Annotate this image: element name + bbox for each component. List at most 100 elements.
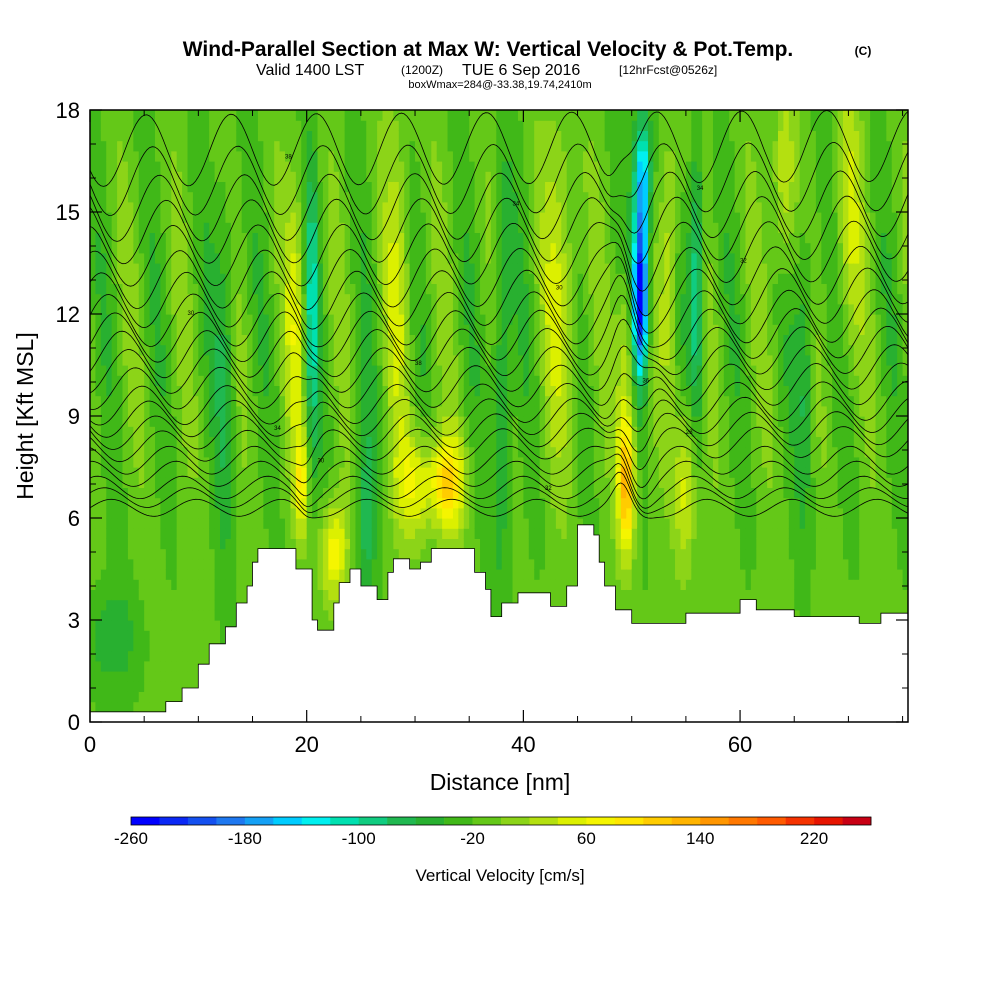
velocity-cell xyxy=(528,181,535,193)
velocity-cell xyxy=(155,120,162,131)
velocity-cell xyxy=(117,477,124,488)
velocity-cell xyxy=(295,263,302,274)
velocity-cell xyxy=(225,467,232,478)
velocity-cell xyxy=(517,538,524,550)
velocity-cell xyxy=(350,385,357,397)
velocity-cell xyxy=(306,456,313,468)
velocity-cell xyxy=(236,232,243,244)
velocity-cell xyxy=(171,487,178,499)
velocity-cell xyxy=(160,365,167,376)
velocity-cell xyxy=(117,140,124,152)
velocity-cell xyxy=(339,191,346,203)
velocity-cell xyxy=(295,487,302,499)
velocity-cell xyxy=(328,161,335,172)
velocity-cell xyxy=(295,395,302,407)
velocity-cell xyxy=(404,140,411,152)
velocity-cell xyxy=(138,467,145,478)
velocity-cell xyxy=(263,171,270,182)
velocity-cell xyxy=(155,518,162,529)
velocity-cell xyxy=(404,263,411,274)
velocity-cell xyxy=(279,161,286,172)
velocity-cell xyxy=(447,201,454,213)
velocity-cell xyxy=(317,365,324,376)
velocity-cell xyxy=(274,375,281,386)
velocity-cell xyxy=(138,671,145,682)
velocity-cell xyxy=(230,599,237,611)
velocity-cell xyxy=(198,334,205,346)
velocity-cell xyxy=(133,171,140,182)
velocity-cell xyxy=(138,293,145,305)
velocity-cell xyxy=(387,518,394,529)
velocity-cell xyxy=(425,171,432,182)
velocity-cell xyxy=(182,477,189,488)
velocity-cell xyxy=(474,232,481,244)
velocity-cell xyxy=(436,212,443,223)
velocity-cell xyxy=(230,579,237,590)
velocity-cell xyxy=(360,538,367,550)
velocity-cell xyxy=(312,558,319,570)
velocity-cell xyxy=(90,426,97,437)
velocity-cell xyxy=(187,385,194,397)
velocity-cell xyxy=(295,344,302,356)
velocity-cell xyxy=(474,273,481,284)
velocity-cell xyxy=(295,497,302,509)
velocity-cell xyxy=(182,181,189,193)
velocity-cell xyxy=(501,303,508,315)
velocity-cell xyxy=(230,252,237,264)
velocity-cell xyxy=(171,150,178,162)
velocity-cell xyxy=(463,293,470,305)
velocity-cell xyxy=(149,232,156,244)
velocity-cell xyxy=(328,334,335,346)
velocity-cell xyxy=(501,314,508,325)
velocity-cell xyxy=(225,181,232,193)
velocity-cell xyxy=(436,110,443,121)
velocity-cell xyxy=(106,252,113,264)
velocity-cell xyxy=(469,324,476,335)
velocity-cell xyxy=(122,507,129,519)
velocity-cell xyxy=(328,436,335,448)
velocity-cell xyxy=(415,191,422,203)
velocity-cell xyxy=(144,293,151,305)
velocity-cell xyxy=(187,273,194,284)
velocity-cell xyxy=(339,212,346,223)
velocity-cell xyxy=(485,283,492,295)
velocity-cell xyxy=(355,120,362,131)
velocity-cell xyxy=(371,293,378,305)
velocity-cell xyxy=(366,334,373,346)
velocity-cell xyxy=(182,548,189,560)
velocity-cell xyxy=(149,467,156,478)
velocity-cell xyxy=(230,446,237,458)
velocity-cell xyxy=(295,273,302,284)
velocity-cell xyxy=(198,589,205,601)
velocity-cell xyxy=(252,395,259,407)
velocity-cell xyxy=(290,344,297,356)
velocity-cell xyxy=(452,385,459,397)
velocity-cell xyxy=(469,303,476,315)
velocity-cell xyxy=(333,467,340,478)
velocity-cell xyxy=(322,252,329,264)
velocity-cell xyxy=(252,232,259,244)
velocity-cell xyxy=(436,395,443,407)
velocity-cell xyxy=(285,395,292,407)
velocity-cell xyxy=(144,681,151,692)
velocity-cell xyxy=(306,538,313,550)
velocity-cell xyxy=(252,212,259,223)
velocity-cell xyxy=(268,293,275,305)
velocity-cell xyxy=(198,191,205,203)
velocity-cell xyxy=(263,181,270,193)
velocity-cell xyxy=(106,232,113,244)
velocity-cell xyxy=(534,558,541,570)
velocity-cell xyxy=(344,446,351,458)
velocity-cell xyxy=(501,528,508,539)
velocity-cell xyxy=(317,569,324,580)
velocity-cell xyxy=(155,671,162,682)
velocity-cell xyxy=(420,232,427,244)
velocity-cell xyxy=(290,314,297,325)
velocity-cell xyxy=(452,467,459,478)
velocity-cell xyxy=(279,222,286,233)
velocity-cell xyxy=(512,263,519,274)
velocity-cell xyxy=(458,293,465,305)
velocity-cell xyxy=(257,283,264,295)
velocity-cell xyxy=(322,385,329,397)
velocity-cell xyxy=(100,212,107,223)
